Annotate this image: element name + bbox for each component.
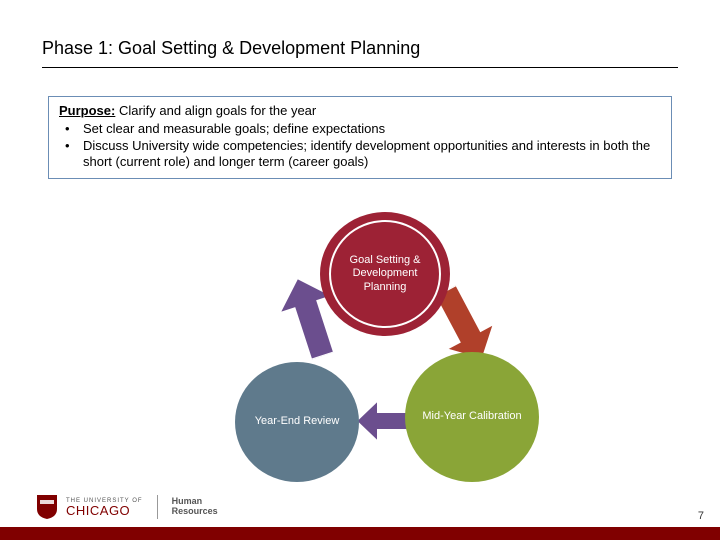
shield-icon [36,494,58,520]
node-year-end: Year-End Review [235,362,359,482]
logo-text: THE UNIVERSITY OF CHICAGO [66,498,143,517]
logo-line2: CHICAGO [66,504,143,517]
node-goal-setting: Goal Setting & Development Planning [320,212,450,336]
node-goal-setting-ring: Goal Setting & Development Planning [329,220,441,328]
logo-unit-line2: Resources [172,507,218,517]
node-goal-setting-label: Goal Setting & Development Planning [331,254,439,294]
footer-bar [0,527,720,540]
node-mid-year-label: Mid-Year Calibration [406,410,537,423]
cycle-diagram: Goal Setting & Development Planning Year… [0,0,720,540]
logo-separator [157,495,158,519]
node-mid-year: Mid-Year Calibration [405,352,539,482]
footer-logo: THE UNIVERSITY OF CHICAGO Human Resource… [36,494,218,520]
page-number: 7 [698,510,704,522]
node-year-end-label: Year-End Review [241,415,354,428]
slide: Phase 1: Goal Setting & Development Plan… [0,0,720,540]
logo-unit: Human Resources [172,497,218,517]
